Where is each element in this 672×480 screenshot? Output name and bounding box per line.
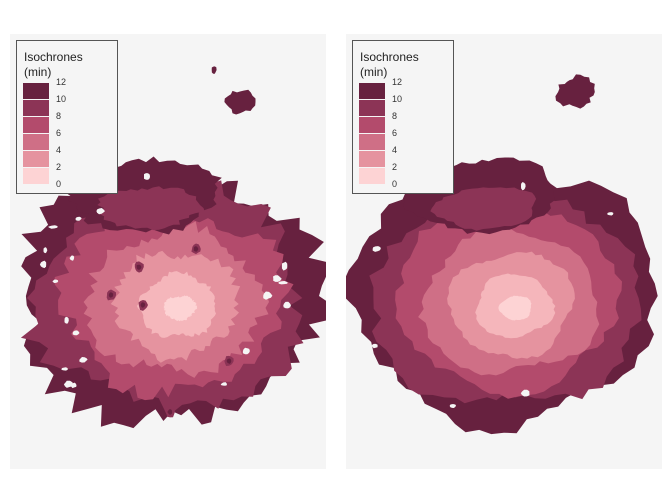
legend-label-12: 12 <box>56 77 67 87</box>
isochrone-map-right <box>346 74 658 435</box>
legend-label-2: 2 <box>392 162 398 172</box>
legend-key-8 <box>23 117 49 134</box>
isochrone-hole <box>520 389 530 397</box>
isochrone-hole <box>39 260 47 269</box>
isochrone-hole <box>72 330 80 336</box>
isochrone-island-small <box>211 66 217 74</box>
legend-label-4: 4 <box>56 145 62 155</box>
legend-key-2 <box>23 168 49 185</box>
isochrone-island <box>555 74 595 109</box>
isochrone-hole <box>281 261 288 271</box>
isochrone-hole <box>79 357 88 363</box>
legend-key-6 <box>23 134 49 151</box>
legend-title: Isochrones (min) <box>24 50 83 80</box>
map-panel-right: Isochrones (min) 12 10 8 6 4 2 0 <box>346 34 662 469</box>
legend-label-6: 6 <box>392 128 398 138</box>
isochrone-hole <box>70 382 77 389</box>
isochrone-hole <box>242 347 250 355</box>
legend-title-line1: Isochrones <box>24 50 83 64</box>
isochrone-pocket-core <box>167 409 173 415</box>
legend-key-12 <box>359 83 385 100</box>
isochrone-hole <box>371 343 378 349</box>
isochrone-pocket-core <box>136 264 142 270</box>
isochrone-hole <box>449 404 456 408</box>
isochrone-hole <box>64 316 69 324</box>
isochrone-hole <box>75 216 82 221</box>
legend-label-4: 4 <box>392 145 398 155</box>
legend-label-8: 8 <box>392 111 398 121</box>
legend-key-10 <box>359 100 385 117</box>
isochrone-hole <box>48 225 58 229</box>
isochrone-band-10-lobe <box>97 186 205 231</box>
legend-key-4 <box>23 151 49 168</box>
isochrone-hole <box>69 255 75 261</box>
isochrone-island <box>224 89 256 115</box>
legend-label-10: 10 <box>392 94 403 104</box>
legend-label-2: 2 <box>56 162 62 172</box>
isochrone-pocket-core <box>226 358 232 364</box>
isochrone-hole <box>372 246 381 252</box>
legend-keys <box>359 83 385 185</box>
legend-key-10 <box>23 100 49 117</box>
legend-label-12: 12 <box>392 77 403 87</box>
isochrone-hole <box>96 208 105 215</box>
legend-keys <box>23 83 49 185</box>
isochrone-hole <box>521 182 526 191</box>
legend-label-0: 0 <box>56 179 62 189</box>
isochrone-hole <box>220 382 227 386</box>
isochrone-pocket-core <box>108 292 114 298</box>
legend-key-2 <box>359 168 385 185</box>
isochrone-hole <box>607 212 614 216</box>
map-panel-left: Isochrones (min) 12 10 8 6 4 2 0 <box>10 34 326 469</box>
isochrone-hole <box>43 247 48 254</box>
legend-label-0: 0 <box>392 179 398 189</box>
isochrone-map-left <box>20 66 326 432</box>
isochrone-hole <box>278 281 288 285</box>
isochrone-hole <box>263 291 273 300</box>
isochrone-band-0 <box>163 295 198 322</box>
isochrone-hole <box>52 279 59 284</box>
isochrone-band-10-lobe <box>430 187 537 231</box>
legend-key-8 <box>359 117 385 134</box>
legend-label-10: 10 <box>56 94 67 104</box>
isochrone-hole <box>158 425 168 432</box>
legend-title-line2: (min) <box>360 65 388 79</box>
legend-left: Isochrones (min) 12 10 8 6 4 2 0 <box>16 40 118 194</box>
isochrone-band-0 <box>498 295 532 321</box>
legend-key-4 <box>359 151 385 168</box>
legend-label-8: 8 <box>56 111 62 121</box>
isochrone-hole <box>283 301 291 309</box>
legend-title: Isochrones (min) <box>360 50 419 80</box>
isochrone-pocket-core <box>140 302 146 308</box>
isochrone-pocket-core <box>193 246 199 252</box>
legend-right: Isochrones (min) 12 10 8 6 4 2 0 <box>352 40 454 194</box>
legend-key-12 <box>23 83 49 100</box>
isochrone-hole <box>273 275 282 282</box>
isochrone-hole <box>61 367 68 371</box>
isochrone-hole <box>144 173 150 180</box>
legend-label-6: 6 <box>56 128 62 138</box>
isochrone-hole <box>63 380 73 388</box>
legend-key-6 <box>359 134 385 151</box>
legend-title-line1: Isochrones <box>360 50 419 64</box>
legend-title-line2: (min) <box>24 65 52 79</box>
